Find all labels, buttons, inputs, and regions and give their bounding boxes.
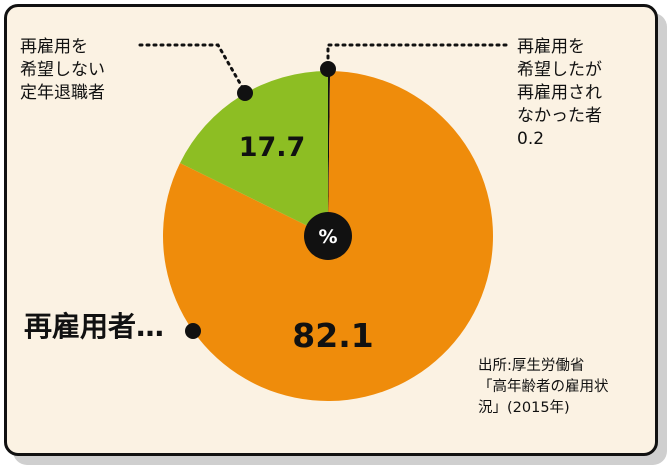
source-note: 出所:厚生労働省 「高年齢者の雇用状 況」(2015年) — [478, 356, 609, 419]
center-unit-circle — [304, 212, 352, 260]
pie-slice-not-rehired — [328, 71, 331, 236]
callout-not-rehired-line-1: 再雇用を — [517, 37, 585, 57]
callout-not-rehired-line-2: 希望したが — [517, 60, 602, 80]
source-line-2: 「高年齢者の雇用状 — [478, 379, 609, 395]
leader-dot-not-wanting — [237, 85, 253, 101]
callout-not-rehired-value: 0.2 — [517, 129, 545, 149]
leader-line-not-rehired — [326, 43, 508, 70]
source-line-3: 況」(2015年) — [478, 400, 570, 416]
slice-value-not-wanting: 17.7 — [239, 132, 306, 163]
slice-value-rehired: 82.1 — [292, 316, 373, 355]
callout-not-wanting: 再雇用を 希望しない 定年退職者 — [20, 36, 105, 105]
callout-rehired: 再雇用者… — [24, 310, 165, 343]
callout-not-wanting-line-1: 再雇用を — [20, 37, 88, 57]
leader-dot-rehired — [185, 323, 201, 339]
callout-not-rehired-line-3: 再雇用され — [517, 83, 602, 103]
source-line-1: 出所:厚生労働省 — [478, 358, 585, 374]
callout-not-wanting-line-3: 定年退職者 — [20, 83, 105, 103]
callout-not-rehired-line-4: なかった者 — [517, 106, 602, 126]
center-unit-label: % — [318, 226, 337, 248]
pie-slice-not-wanting — [180, 71, 328, 236]
callout-not-wanting-line-2: 希望しない — [20, 60, 105, 80]
callout-not-rehired: 再雇用を 希望したが 再雇用され なかった者 0.2 — [517, 36, 602, 151]
leader-dot-not-rehired — [320, 61, 336, 77]
leader-line-not-wanting — [138, 43, 247, 94]
